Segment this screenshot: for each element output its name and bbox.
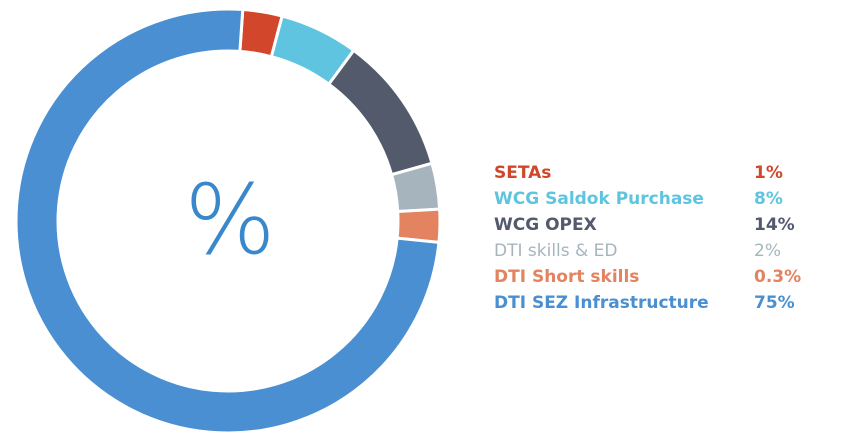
donut-slice-dti-sez-infrastructure (14, 7, 441, 435)
legend-value: 1% (754, 163, 783, 183)
legend-item-setas: SETAs 1% (494, 160, 834, 186)
legend-label: WCG OPEX (494, 215, 597, 235)
legend-item-dti-skills-ed: DTI skills & ED 2% (494, 238, 834, 264)
legend-value: 2% (754, 241, 781, 261)
donut-slice-wcg-opex (326, 48, 434, 177)
legend-item-dti-short-skills: DTI Short skills 0.3% (494, 264, 834, 290)
legend-value: 0.3% (754, 267, 802, 287)
legend-item-wcg-opex: WCG OPEX 14% (494, 212, 834, 238)
legend-value: 14% (754, 215, 795, 235)
donut-chart (14, 7, 442, 435)
legend-label: DTI skills & ED (494, 241, 618, 261)
center-percent-symbol: % (184, 164, 276, 276)
legend-item-wcg-saldok-purchase: WCG Saldok Purchase 8% (494, 186, 834, 212)
legend-item-dti-sez-infrastructure: DTI SEZ Infrastructure 75% (494, 290, 834, 316)
legend: SETAs 1% WCG Saldok Purchase 8% WCG OPEX… (494, 160, 834, 316)
legend-value: 75% (754, 293, 795, 313)
legend-label: WCG Saldok Purchase (494, 189, 704, 209)
legend-label: DTI SEZ Infrastructure (494, 293, 709, 313)
legend-value: 8% (754, 189, 783, 209)
legend-label: SETAs (494, 163, 552, 183)
legend-label: DTI Short skills (494, 267, 640, 287)
